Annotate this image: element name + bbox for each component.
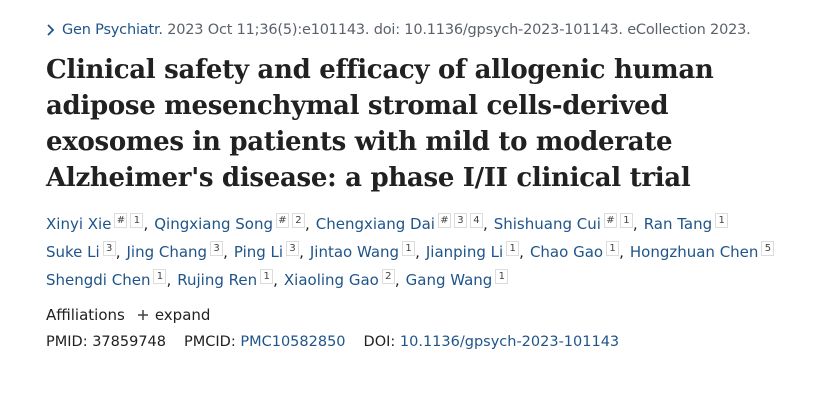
author: Jing Chang 3 <box>126 241 234 261</box>
expand-button[interactable]: expand <box>137 306 211 324</box>
citation-details: 2023 Oct 11;36(5):e101143. doi: 10.1136/… <box>167 22 751 38</box>
author-mark[interactable]: 1 <box>130 213 144 228</box>
author-mark[interactable]: 1 <box>606 241 620 256</box>
author-mark[interactable]: 3 <box>102 241 116 256</box>
author-mark[interactable]: 2 <box>291 213 305 228</box>
author-mark[interactable]: # <box>603 213 617 228</box>
author-name[interactable]: Xiaoling Gao <box>283 271 379 289</box>
author-mark[interactable]: # <box>437 213 451 228</box>
author-name[interactable]: Chao Gao <box>529 243 604 261</box>
author-name[interactable]: Ran Tang <box>643 215 713 233</box>
author-name[interactable]: Shengdi Chen <box>46 271 151 289</box>
author-mark[interactable]: 1 <box>495 269 509 284</box>
author: Chao Gao 1 <box>529 241 630 261</box>
identifier-label: DOI: <box>363 334 396 350</box>
author-mark[interactable]: # <box>114 213 128 228</box>
author: Jianping Li 1 <box>425 241 530 261</box>
identifiers: PMID: 37859748 PMCID: PMC10582850 DOI: 10.… <box>46 334 829 350</box>
identifier-value[interactable]: PMC10582850 <box>240 334 346 350</box>
author: Rujing Ren 1 <box>177 269 284 289</box>
author: Qingxiang Song #2 <box>154 213 316 233</box>
author-name[interactable]: Xinyi Xie <box>46 215 112 233</box>
identifier: PMCID: PMC10582850 <box>184 334 346 350</box>
author-list: Xinyi Xie#1Qingxiang Song#2Chengxiang Da… <box>46 210 829 294</box>
identifier-value[interactable]: 10.1136/gpsych-2023-101143 <box>399 334 620 350</box>
author-name[interactable]: Jianping Li <box>425 243 504 261</box>
author: Suke Li 3 <box>46 241 126 261</box>
author: Xinyi Xie #1 <box>46 213 154 233</box>
author: Ping Li 3 <box>233 241 310 261</box>
author-mark[interactable]: 3 <box>453 213 467 228</box>
author-mark[interactable]: # <box>275 213 289 228</box>
author: Hongzhuan Chen 5 <box>629 241 775 261</box>
affiliations-label: Affiliations <box>46 306 125 324</box>
author-mark[interactable]: 1 <box>506 241 520 256</box>
article-header: Gen Psychiatr. 2023 Oct 11;36(5):e101143… <box>46 22 829 350</box>
author: Chengxiang Dai #3 4 <box>315 213 494 233</box>
author-name[interactable]: Qingxiang Song <box>154 215 273 233</box>
author-mark[interactable]: 4 <box>469 213 483 228</box>
identifier: DOI: 10.1136/gpsych-2023-101143 <box>364 334 620 350</box>
author-line: Suke Li3Jing Chang3Ping Li3Jintao Wang1J… <box>46 238 829 266</box>
plus-icon <box>137 310 148 320</box>
author-name[interactable]: Suke Li <box>46 243 100 261</box>
identifier-label: PMID: <box>46 334 88 350</box>
author-name[interactable]: Shishuang Cui <box>493 215 601 233</box>
author: Shishuang Cui #1 <box>493 213 644 233</box>
author-mark[interactable]: 3 <box>286 241 300 256</box>
author-mark[interactable]: 1 <box>260 269 274 284</box>
author-name[interactable]: Ping Li <box>233 243 284 261</box>
identifier-value: 37859748 <box>92 334 167 350</box>
author-name[interactable]: Hongzhuan Chen <box>629 243 759 261</box>
author-name[interactable]: Gang Wang <box>405 271 493 289</box>
author-mark[interactable]: 1 <box>153 269 167 284</box>
author: Jintao Wang 1 <box>309 241 426 261</box>
author-mark[interactable]: 3 <box>210 241 224 256</box>
author-name[interactable]: Chengxiang Dai <box>315 215 435 233</box>
chevron-icon <box>47 24 55 36</box>
journal-link[interactable]: Gen Psychiatr. <box>62 22 163 38</box>
author: Ran Tang 1 <box>643 213 729 233</box>
expand-label: expand <box>154 306 211 324</box>
author-line: Shengdi Chen1Rujing Ren1Xiaoling Gao2Gan… <box>46 266 829 294</box>
author-name[interactable]: Jing Chang <box>126 243 208 261</box>
author-mark[interactable]: 1 <box>619 213 633 228</box>
affiliations: Affiliations expand <box>46 306 829 324</box>
author-line: Xinyi Xie#1Qingxiang Song#2Chengxiang Da… <box>46 210 829 238</box>
identifier: PMID: 37859748 <box>46 334 166 350</box>
author-mark[interactable]: 1 <box>715 213 729 228</box>
author-name[interactable]: Rujing Ren <box>177 271 258 289</box>
author-mark[interactable]: 2 <box>381 269 395 284</box>
author: Gang Wang 1 <box>405 269 509 289</box>
author: Shengdi Chen 1 <box>46 269 177 289</box>
author: Xiaoling Gao 2 <box>283 269 406 289</box>
author-mark[interactable]: 1 <box>402 241 416 256</box>
citation: Gen Psychiatr. 2023 Oct 11;36(5):e101143… <box>46 22 829 38</box>
identifier-label: PMCID: <box>184 334 236 350</box>
article-title: Clinical safety and efficacy of allogeni… <box>46 55 714 193</box>
author-name[interactable]: Jintao Wang <box>309 243 400 261</box>
author-mark[interactable]: 5 <box>761 241 775 256</box>
